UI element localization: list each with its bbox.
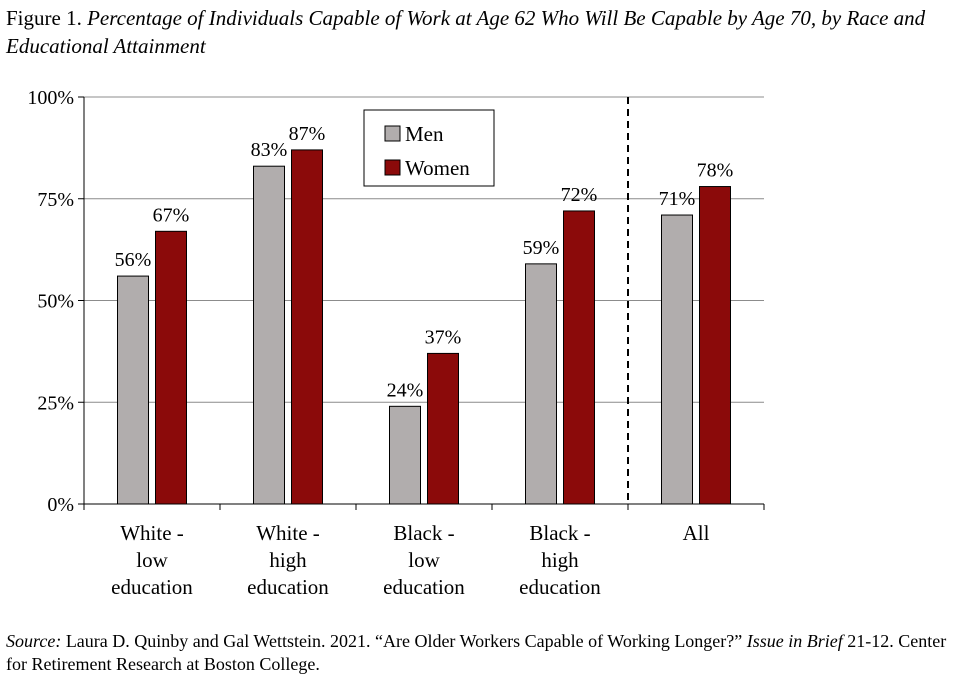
x-category-label-line: high [541, 548, 579, 572]
bar-women [291, 149, 323, 505]
x-category-label: All [683, 521, 710, 545]
y-tick-label: 25% [37, 392, 74, 414]
x-category-label: White - low education [111, 521, 193, 599]
x-category-label-line: education [247, 575, 329, 599]
x-category-label-line: low [136, 548, 168, 572]
x-category-label: White - high education [247, 521, 329, 599]
source-text-after: 21-12. Center for Retirement Research at… [6, 631, 947, 674]
y-tick-label: 0% [47, 494, 74, 516]
legend-swatch-women [384, 159, 401, 176]
bar-chart: 0% 25% 50% 75% 100% 56% 67% White - low education… [27, 87, 765, 599]
x-category-label-line: White - [256, 521, 320, 545]
figure-title-text: Percentage of Individuals Capable of Wor… [6, 6, 926, 58]
bar-women [699, 186, 731, 505]
x-category-label-line: White - [120, 521, 184, 545]
data-label: 87% [289, 123, 326, 145]
data-label: 56% [115, 249, 152, 271]
x-category-label-line: education [383, 575, 465, 599]
bar-women [155, 230, 187, 505]
x-category-label: Black - low education [383, 521, 465, 599]
data-label: 37% [425, 326, 462, 348]
bar-men [117, 275, 149, 505]
legend-label: Women [405, 156, 470, 180]
bar-women [427, 352, 459, 505]
x-category-label-line: education [111, 575, 193, 599]
data-label: 24% [387, 379, 424, 401]
x-category-label-line: high [269, 548, 307, 572]
source-italic: Issue in Brief [746, 631, 843, 651]
x-category-label: Black - high education [519, 521, 601, 599]
bar-men [389, 405, 421, 505]
data-label: 67% [153, 204, 190, 226]
chart-title: Figure 1. Percentage of Individuals Capa… [6, 4, 971, 60]
data-label: 71% [659, 188, 696, 210]
bar-men [525, 263, 557, 505]
source-label: Source: [6, 631, 62, 651]
y-tick-label: 75% [37, 189, 74, 211]
data-label: 78% [697, 160, 734, 182]
x-category-label-line: low [408, 548, 440, 572]
x-category-label-line: Black - [393, 521, 454, 545]
figure-label: Figure 1. [6, 6, 82, 30]
x-category-label-line: education [519, 575, 601, 599]
legend-swatch-men [384, 125, 401, 142]
source-text-before: Laura D. Quinby and Gal Wettstein. 2021.… [65, 631, 743, 651]
x-category-label-line: All [683, 521, 710, 545]
data-label: 59% [523, 237, 560, 259]
bar-men [661, 214, 693, 505]
x-category-label-line: Black - [529, 521, 590, 545]
bar-women [563, 210, 595, 505]
y-tick-label: 100% [27, 87, 74, 109]
bar-men [253, 165, 285, 505]
source-note: Source: Laura D. Quinby and Gal Wettstei… [6, 630, 971, 676]
data-label: 72% [561, 184, 598, 206]
y-tick-label: 50% [37, 291, 74, 313]
data-label: 83% [251, 139, 288, 161]
legend-label: Men [405, 122, 444, 146]
